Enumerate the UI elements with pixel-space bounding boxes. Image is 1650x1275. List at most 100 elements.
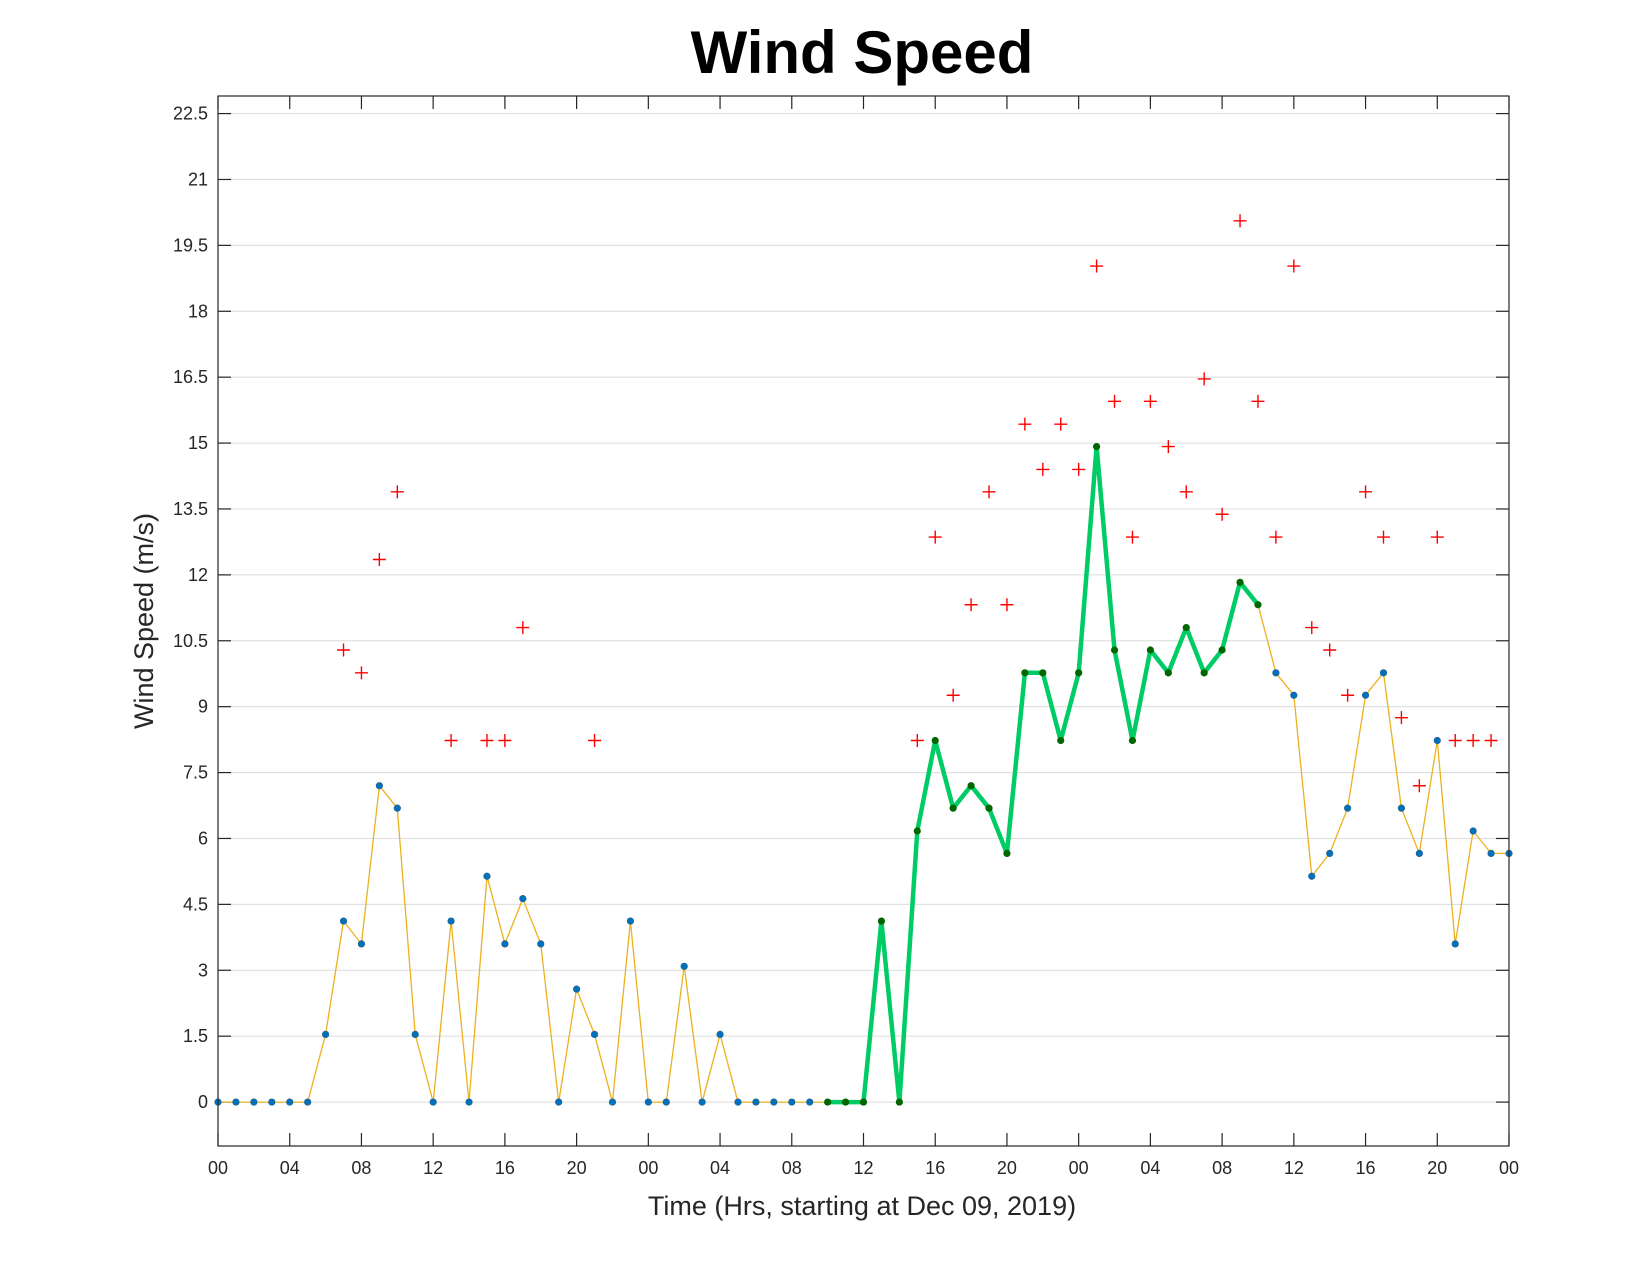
gust-marker — [1323, 643, 1337, 657]
wind-speed-point — [698, 1098, 706, 1106]
highlight-point — [1254, 601, 1262, 609]
wind-speed-point — [1397, 804, 1406, 812]
gust-marker — [1287, 259, 1301, 273]
wind-speed-point — [1290, 691, 1298, 699]
x-tick-label: 08 — [351, 1158, 371, 1178]
wind-speed-point — [644, 1098, 652, 1106]
highlight-point — [949, 804, 957, 812]
highlight-point — [1146, 646, 1154, 654]
y-tick-label: 19.5 — [173, 235, 208, 255]
highlight-point — [1110, 646, 1119, 654]
x-tick-label: 04 — [1140, 1158, 1160, 1178]
y-tick-label: 18 — [188, 301, 208, 321]
gust-marker — [1125, 530, 1139, 544]
gust-marker — [372, 552, 386, 566]
x-tick-label: 00 — [638, 1158, 658, 1178]
gust-marker — [910, 733, 924, 747]
y-tick-label: 21 — [188, 169, 208, 189]
gust-marker — [1054, 417, 1068, 431]
wind-speed-point — [555, 1098, 563, 1106]
wind-speed-point — [357, 940, 366, 948]
gust-marker — [1430, 530, 1444, 544]
wind-speed-point — [286, 1098, 294, 1106]
wind-speed-point — [465, 1098, 473, 1106]
highlight-point — [824, 1098, 832, 1106]
wind-speed-point — [1415, 849, 1423, 858]
highlight-point — [1092, 442, 1101, 451]
gust-marker — [1376, 530, 1390, 544]
y-tick-label: 12 — [188, 565, 208, 585]
highlight-point — [895, 1098, 903, 1106]
wind-speed-point — [519, 895, 527, 903]
wind-speed-point — [752, 1098, 760, 1106]
plot-frame — [217, 95, 1510, 1147]
wind-speed-point — [590, 1030, 599, 1039]
highlight-point — [967, 782, 975, 790]
wind-speed-point — [1379, 669, 1388, 677]
gust-marker — [982, 485, 996, 499]
highlight-point — [1164, 669, 1172, 677]
gust-marker — [1090, 259, 1104, 273]
wind-speed-point — [626, 917, 635, 925]
highlight-point — [1128, 736, 1137, 745]
x-tick-label: 08 — [782, 1158, 802, 1178]
gust-marker — [1305, 621, 1319, 635]
wind-speed-point — [537, 940, 545, 948]
x-tick-label: 16 — [495, 1158, 515, 1178]
y-axis-label: Wind Speed (m/s) — [129, 513, 159, 729]
highlight-point — [877, 917, 886, 925]
wind-speed-point — [770, 1098, 778, 1106]
gust-marker — [337, 643, 351, 657]
gust-marker — [1179, 485, 1193, 499]
x-tick-label: 20 — [1427, 1158, 1447, 1178]
series-layer — [214, 214, 1513, 1106]
wind-speed-point — [716, 1030, 724, 1039]
gust-marker — [1108, 394, 1122, 408]
x-tick-label: 04 — [280, 1158, 300, 1178]
y-tick-label: 16.5 — [173, 367, 208, 387]
y-tick-label: 7.5 — [183, 763, 208, 783]
tick-labels: 0 1.5 3 4.5 6 7.5 9 10.5 12 13.5 15 16.5 18 19.5 21 22.… — [173, 104, 1519, 1178]
x-tick-label: 12 — [423, 1158, 443, 1178]
wind-speed-point — [447, 917, 455, 925]
wind-speed-point — [501, 940, 509, 948]
y-tick-label: 3 — [198, 960, 208, 980]
x-axis-label: Time (Hrs, starting at Dec 09, 2019) — [648, 1191, 1076, 1221]
chart-title: Wind Speed — [691, 19, 1034, 86]
wind-speed-point — [250, 1098, 258, 1106]
highlight-point — [1003, 849, 1011, 858]
highlight-point — [913, 827, 921, 835]
x-tick-label: 00 — [1499, 1158, 1519, 1178]
gust-marker — [1251, 394, 1265, 408]
wind-speed-point — [429, 1098, 437, 1106]
x-tick-label: 08 — [1212, 1158, 1232, 1178]
y-tick-label: 0 — [198, 1092, 208, 1112]
y-tick-label: 15 — [188, 433, 208, 453]
gust-marker — [928, 530, 942, 544]
gust-marker — [390, 485, 404, 499]
gust-marker — [1484, 733, 1498, 747]
wind-speed-point — [1344, 804, 1352, 812]
wind-speed-point — [573, 985, 581, 993]
wind-speed-point — [1487, 849, 1495, 858]
gust-marker — [1215, 507, 1229, 521]
gust-marker — [516, 621, 530, 635]
wind-speed-point — [339, 917, 348, 925]
wind-speed-point — [1433, 736, 1441, 745]
wind-speed-point — [608, 1098, 617, 1106]
wind-speed-point — [483, 872, 491, 880]
wind-speed-point — [1469, 827, 1477, 835]
gust-marker — [498, 733, 512, 747]
wind-speed-point — [806, 1098, 814, 1106]
highlight-point — [1057, 736, 1065, 745]
highlight-point — [1021, 669, 1029, 677]
y-tick-label: 10.5 — [173, 631, 208, 651]
gust-marker — [1233, 214, 1247, 228]
gust-marker — [480, 733, 494, 747]
highlight-point — [985, 804, 993, 812]
highlight-point — [859, 1098, 868, 1106]
wind-speed-point — [1308, 872, 1316, 880]
wind-speed-point — [268, 1098, 276, 1106]
gust-marker — [1143, 394, 1157, 408]
wind-speed-point — [662, 1098, 670, 1106]
